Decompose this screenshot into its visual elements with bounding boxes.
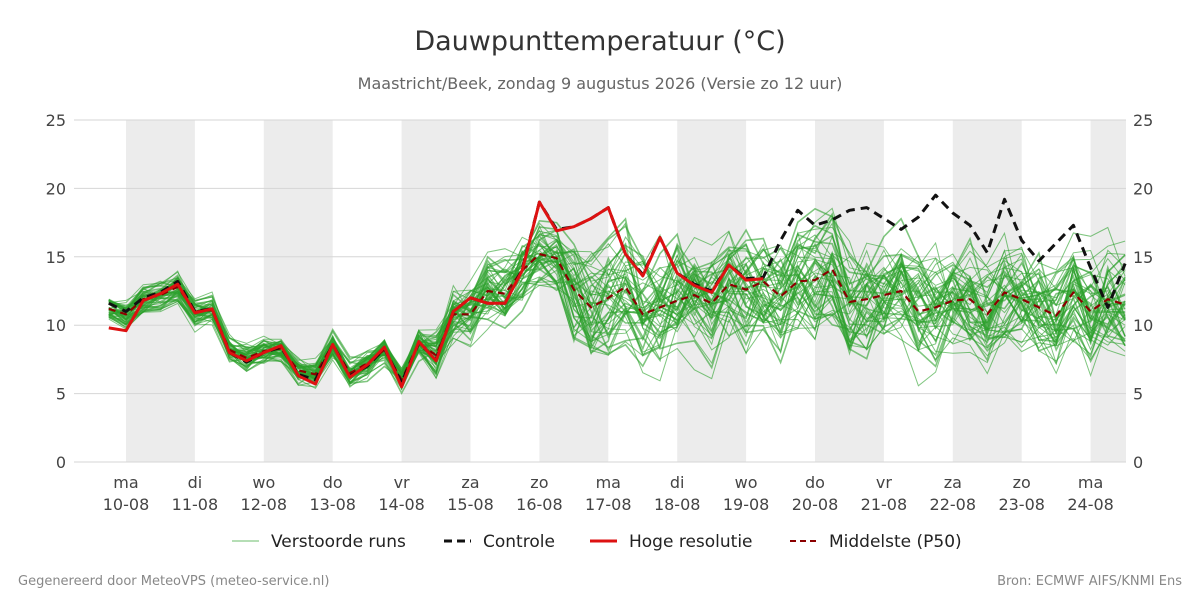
x-tick-date: 10-08 <box>103 495 150 514</box>
x-tick-date: 23-08 <box>998 495 1045 514</box>
x-tick-day: wo <box>252 473 275 492</box>
y-tick-label-left: 25 <box>46 111 66 130</box>
y-tick-label-left: 10 <box>46 316 66 335</box>
x-axis: ma 10-08 di 11-08 wo 12-08 do 13-08 vr 14-08 za 15-… <box>103 473 1114 514</box>
x-tick-day: zo <box>530 473 548 492</box>
x-tick-date: 18-08 <box>654 495 701 514</box>
y-tick-label-left: 15 <box>46 248 66 267</box>
x-tick-date: 14-08 <box>378 495 425 514</box>
legend-label-controle: Controle <box>483 532 555 552</box>
chart-title: Dauwpunttemperatuur (°C) <box>414 26 785 57</box>
x-tick-date: 17-08 <box>585 495 632 514</box>
x-tick-date: 13-08 <box>309 495 356 514</box>
x-tick-day: za <box>461 473 479 492</box>
y-axis: 0 0 5 5 10 10 15 15 20 20 25 25 <box>46 111 1154 472</box>
y-tick-label-right: 25 <box>1133 111 1153 130</box>
chart-subtitle: Maastricht/Beek, zondag 9 augustus 2026 … <box>358 74 843 93</box>
x-tick-day: ma <box>1078 473 1103 492</box>
y-tick-label-right: 20 <box>1133 179 1153 198</box>
x-tick-date: 24-08 <box>1067 495 1114 514</box>
x-tick-day: di <box>188 473 203 492</box>
footer-credit: Gegenereerd door MeteoVPS (meteo-service… <box>18 574 329 589</box>
x-tick-day: vr <box>876 473 892 492</box>
x-tick-day: do <box>805 473 825 492</box>
x-tick-date: 20-08 <box>792 495 839 514</box>
ensemble-run-line <box>108 231 1126 379</box>
y-tick-label-left: 5 <box>56 385 66 404</box>
y-tick-label-right: 15 <box>1133 248 1153 267</box>
y-tick-label-left: 0 <box>56 453 66 472</box>
legend: Verstoorde runs Controle Hoge resolutie … <box>232 532 962 552</box>
day-band <box>263 120 333 462</box>
y-tick-label-right: 5 <box>1133 385 1143 404</box>
x-tick-day: vr <box>394 473 410 492</box>
ensemble-run-line <box>108 255 1126 386</box>
x-tick-date: 21-08 <box>861 495 908 514</box>
x-tick-day: za <box>944 473 962 492</box>
x-tick-day: do <box>323 473 343 492</box>
x-tick-date: 19-08 <box>723 495 770 514</box>
main-series <box>108 193 1127 389</box>
legend-label-p50: Middelste (P50) <box>829 532 962 552</box>
y-tick-label-right: 0 <box>1133 453 1143 472</box>
x-tick-date: 15-08 <box>447 495 494 514</box>
legend-label-ensemble: Verstoorde runs <box>271 532 406 552</box>
ensemble-run-line <box>108 230 1126 384</box>
x-tick-date: 11-08 <box>172 495 219 514</box>
x-tick-day: ma <box>596 473 621 492</box>
legend-label-hoge-resolutie: Hoge resolutie <box>629 532 753 552</box>
ensemble-run-line <box>108 263 1126 379</box>
ensemble-run-line <box>108 245 1126 373</box>
ensemble-run-line <box>108 243 1126 383</box>
y-tick-label-right: 10 <box>1133 316 1153 335</box>
x-tick-day: wo <box>735 473 758 492</box>
x-tick-date: 16-08 <box>516 495 563 514</box>
y-tick-label-left: 20 <box>46 179 66 198</box>
ensemble-run-line <box>108 224 1126 387</box>
footer-source: Bron: ECMWF AIFS/KNMI Ens <box>997 574 1182 589</box>
x-tick-date: 22-08 <box>930 495 977 514</box>
x-tick-date: 12-08 <box>241 495 288 514</box>
x-tick-day: zo <box>1013 473 1031 492</box>
x-tick-day: ma <box>113 473 138 492</box>
hoge-resolutie-line <box>108 200 764 389</box>
x-tick-day: di <box>670 473 685 492</box>
